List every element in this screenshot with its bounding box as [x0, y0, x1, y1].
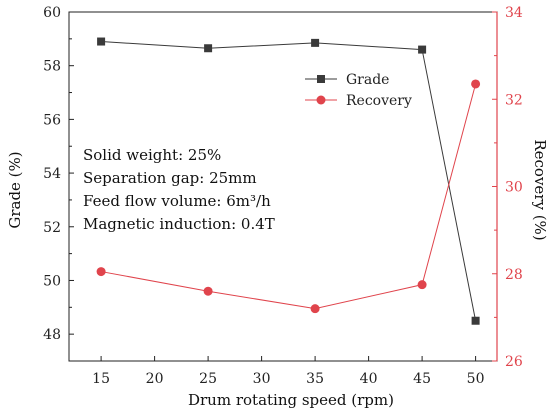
point-recovery — [96, 267, 106, 277]
annotation-magnetic-induction: Magnetic induction: 0.4T — [83, 215, 275, 233]
x-tick-label: 30 — [253, 371, 271, 387]
bottom-axis: 15 20 25 30 35 40 45 50 — [92, 356, 485, 387]
y-right-axis-title: Recovery (%) — [531, 139, 549, 240]
y-right-tick-label: 26 — [505, 354, 523, 370]
x-tick-label: 20 — [146, 371, 164, 387]
y-right-tick-label: 30 — [505, 180, 523, 196]
y-right-tick-label: 34 — [505, 5, 523, 21]
series-layer — [96, 37, 481, 325]
legend: Grade Recovery — [305, 72, 412, 109]
annotation-separation-gap: Separation gap: 25mm — [83, 169, 257, 187]
point-grade — [471, 316, 480, 325]
x-axis-title: Drum rotating speed (rpm) — [188, 391, 394, 409]
y-left-tick-label: 58 — [43, 59, 61, 75]
right-axis: 26 28 30 32 34 — [492, 5, 523, 370]
y-right-tick-label: 28 — [505, 267, 523, 283]
x-tick-label: 15 — [92, 371, 110, 387]
legend-grade-label: Grade — [346, 72, 389, 88]
point-grade — [418, 45, 427, 54]
y-left-tick-label: 48 — [43, 327, 61, 343]
y-left-tick-label: 60 — [43, 5, 61, 21]
left-axis: 48 50 52 54 56 58 60 — [43, 5, 74, 362]
point-grade — [97, 37, 106, 46]
point-recovery — [203, 286, 213, 296]
y-right-tick-label: 32 — [505, 92, 523, 108]
y-left-axis-title: Grade (%) — [6, 151, 24, 228]
point-recovery — [471, 79, 481, 89]
legend-recovery-marker — [316, 95, 326, 105]
x-tick-label: 50 — [467, 371, 485, 387]
x-tick-label: 45 — [413, 371, 431, 387]
x-tick-label: 40 — [360, 371, 378, 387]
x-tick-label: 25 — [199, 371, 217, 387]
annotation-solid-weight: Solid weight: 25% — [83, 146, 221, 164]
annotation-block: Solid weight: 25% Separation gap: 25mm F… — [83, 146, 275, 233]
point-recovery — [417, 280, 427, 290]
y-left-tick-label: 50 — [43, 273, 61, 289]
legend-recovery-label: Recovery — [346, 93, 412, 109]
y-left-tick-label: 54 — [43, 166, 61, 182]
y-left-tick-label: 56 — [43, 112, 61, 128]
legend-grade-marker — [317, 75, 325, 83]
annotation-feed-flow: Feed flow volume: 6m³/h — [83, 192, 271, 210]
x-tick-label: 35 — [306, 371, 324, 387]
y-left-tick-label: 52 — [43, 220, 61, 236]
point-recovery — [310, 304, 320, 314]
point-grade — [311, 38, 320, 47]
point-grade — [204, 44, 213, 53]
